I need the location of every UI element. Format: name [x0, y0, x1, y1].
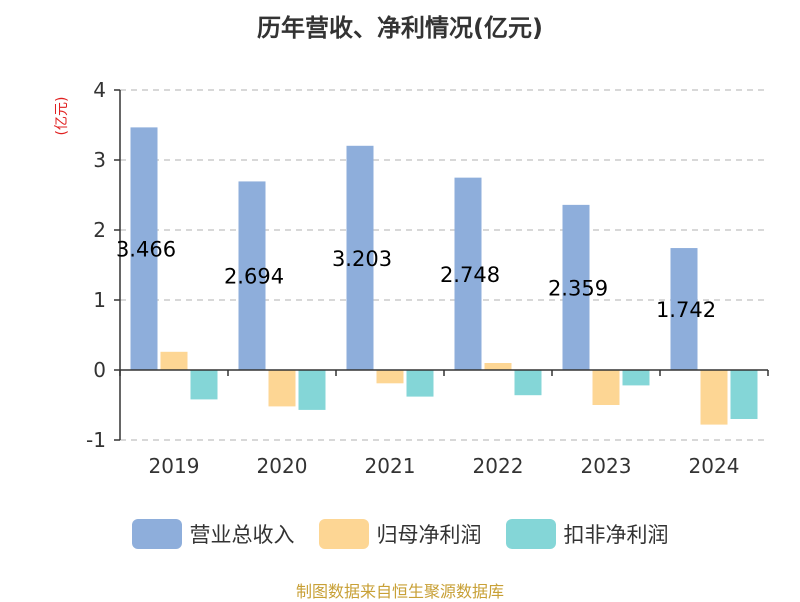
source-note: 制图数据来自恒生聚源数据库: [295, 582, 504, 601]
y-tick-label: 3: [93, 148, 106, 172]
bar: [190, 370, 218, 400]
legend-label: 营业总收入: [189, 523, 295, 547]
y-tick-label: -1: [86, 428, 106, 452]
data-label: 2.694: [224, 265, 284, 289]
bar: [562, 204, 590, 370]
bar: [376, 370, 404, 384]
legend-item[interactable]: 营业总收入: [131, 519, 295, 549]
legend: 营业总收入 归母净利润 扣非净利润: [0, 519, 800, 549]
bar: [700, 370, 728, 425]
legend-label: 扣非净利润: [563, 523, 669, 547]
x-tick-label: 2020: [257, 454, 308, 478]
legend-label: 归母净利润: [376, 523, 482, 547]
bar: [670, 248, 698, 370]
y-tick-label: 2: [93, 218, 106, 242]
bar: [514, 370, 542, 396]
bar: [130, 127, 158, 370]
x-tick-label: 2021: [365, 454, 416, 478]
data-label: 1.742: [656, 298, 716, 322]
data-label: 3.203: [332, 247, 392, 271]
bar: [298, 370, 326, 410]
legend-swatch: [505, 519, 556, 549]
x-tick-label: 2022: [473, 454, 524, 478]
y-tick-label: 0: [93, 358, 106, 382]
data-label: 2.359: [548, 276, 608, 300]
y-axis-label: (亿元): [54, 97, 70, 136]
bar: [730, 370, 758, 419]
bar: [406, 370, 434, 397]
bar: [346, 145, 374, 370]
legend-item[interactable]: 归母净利润: [318, 519, 482, 549]
legend-swatch: [318, 519, 369, 549]
data-label: 2.748: [440, 263, 500, 287]
bar: [622, 370, 650, 386]
legend-swatch: [131, 519, 182, 549]
bar: [454, 177, 482, 370]
chart-title: 历年营收、净利情况(亿元): [257, 14, 543, 42]
bar: [238, 181, 266, 370]
legend-item[interactable]: 扣非净利润: [505, 519, 669, 549]
data-label: 3.466: [116, 238, 176, 262]
bar: [268, 370, 296, 407]
x-tick-label: 2019: [149, 454, 200, 478]
bar: [160, 351, 188, 370]
y-tick-label: 1: [93, 288, 106, 312]
x-tick-label: 2024: [689, 454, 740, 478]
bar: [484, 363, 512, 370]
y-tick-label: 4: [93, 78, 106, 102]
x-tick-label: 2023: [581, 454, 632, 478]
bar: [592, 370, 620, 405]
